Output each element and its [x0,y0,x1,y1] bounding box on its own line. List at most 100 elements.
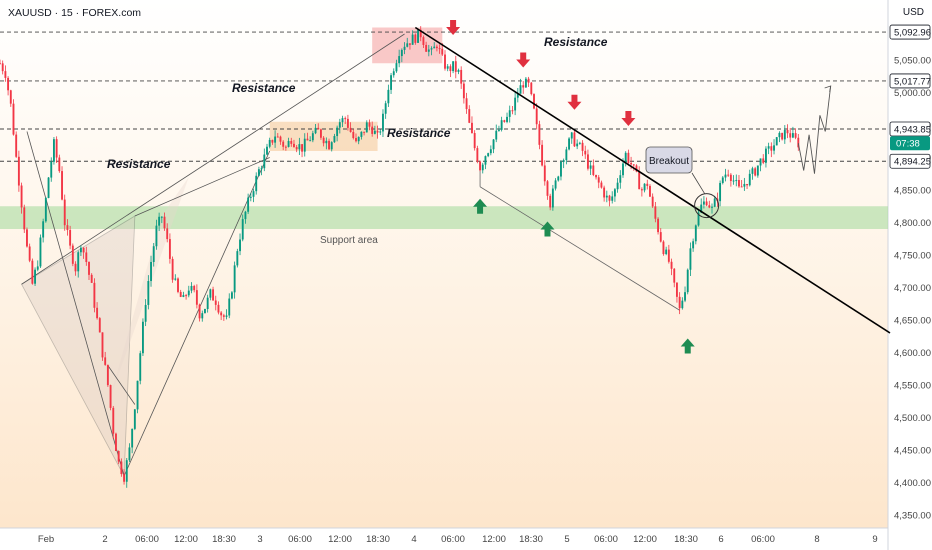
candle-body [249,196,252,198]
candle-body [673,268,676,283]
candle-body [608,195,611,201]
down-arrow-icon [516,52,531,68]
pattern-line [26,131,125,477]
y-tick-label: 4,650.00 [894,316,931,327]
candle-body [239,239,241,252]
candle-body [355,138,357,142]
candle-body [106,364,109,386]
candle-body [791,133,794,138]
candle-body [705,201,708,206]
y-tick-label: 4,400.00 [894,478,931,489]
x-tick-label: 2 [102,534,107,545]
candle-body [576,143,579,147]
price-level-label: 5,092.96 [894,28,931,39]
candle-body [441,48,444,55]
candle-body [624,152,627,164]
y-tick-label: 4,350.00 [894,511,931,522]
candle-body [82,247,85,253]
candle-body [284,146,287,148]
candle-body [260,168,263,170]
candle-body [123,474,126,482]
wedge-inner-line [134,157,270,217]
candle-body [570,132,573,139]
candle-body [177,278,179,292]
candle-body [560,161,562,177]
candle-body [28,246,31,261]
candle-body [15,134,18,157]
candle-body [90,274,93,283]
candle-body [692,241,695,249]
candle-body [79,247,82,253]
candle-body [419,29,422,38]
candle-body [643,183,646,191]
candle-body [519,85,522,94]
support-zone [0,206,888,229]
x-tick-label: 18:30 [212,534,236,545]
candle-body [794,133,797,138]
candle-body [403,46,406,50]
candle-body [338,122,341,128]
breakout-callout-box [645,146,693,174]
y-tick-label: 4,550.00 [894,381,931,392]
breakout-label: Breakout [649,156,689,167]
candle-body [411,34,414,45]
y-tick-label: 4,600.00 [894,348,931,359]
candle-body [789,133,792,138]
candle-body [619,175,622,183]
candle-body [333,136,336,143]
candle-body [7,77,10,91]
candle-body [271,139,274,143]
breakout-circle [694,193,720,219]
candle-body [654,206,657,219]
candle-body [290,140,293,144]
candle-body [257,169,260,176]
candle-body [39,237,42,267]
candle-body [446,66,449,69]
candle-body [797,137,800,148]
candle-body [746,183,749,186]
currency-label[interactable]: USD [902,7,924,18]
x-tick-label: Feb [38,534,54,545]
down-arrow-icon [621,111,636,126]
candle-body [190,285,193,291]
candle-body [384,103,387,114]
candle-body [201,313,204,319]
projection-arrowhead [824,85,832,93]
candle-body [457,69,460,72]
candle-body [506,116,508,122]
candle-body [298,144,301,150]
candle-body [306,138,309,141]
candle-body [767,146,770,149]
candle-body [508,110,511,117]
candle-body [230,292,233,299]
candle-body [69,230,72,246]
candle-body [408,43,411,45]
x-tick-label: 9 [872,534,877,545]
wedge-upper-line [21,33,405,285]
candle-body [212,289,215,301]
candle-body [708,205,711,208]
candle-body [55,139,58,158]
candle-body [460,69,463,84]
price-level-tag [889,24,931,40]
resistance-label-top: Resistance [544,35,608,49]
candle-body [481,164,484,171]
candle-body [487,153,490,157]
candle-body [400,49,403,57]
candle-body [26,229,28,247]
candle-body [449,66,452,72]
candle-body [179,291,182,297]
candle-body [150,261,152,282]
candle-body [549,195,552,208]
candle-body [417,29,419,43]
candle-body [12,103,15,135]
candle-body [360,131,363,137]
candle-body [314,127,317,134]
candle-body [241,219,244,240]
price-level-tag [889,121,931,137]
candle-body [63,199,66,226]
candle-body [144,304,147,322]
candle-body [217,304,220,313]
channel-line [479,186,680,311]
